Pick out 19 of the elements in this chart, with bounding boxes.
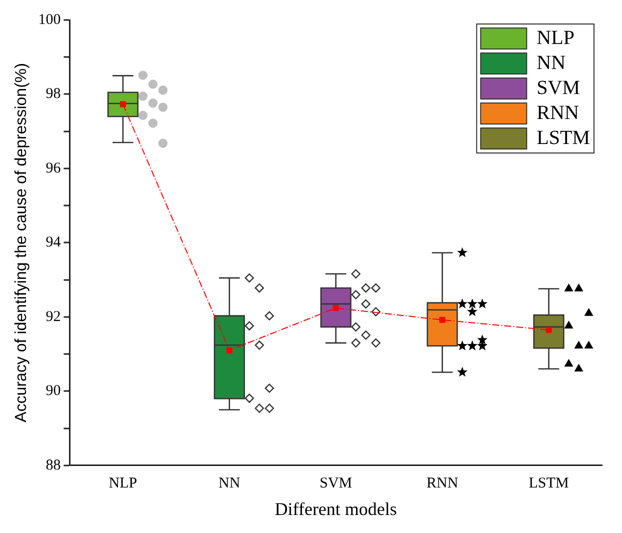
legend-label: LSTM bbox=[536, 126, 590, 149]
legend-label: NLP bbox=[536, 26, 574, 49]
y-tick-label: 98 bbox=[46, 86, 61, 102]
legend-label: SVM bbox=[536, 76, 580, 99]
legend-label: NN bbox=[536, 52, 566, 74]
x-tick-label: NN bbox=[218, 475, 240, 492]
y-tick-label: 90 bbox=[46, 383, 61, 400]
y-tick-label: 94 bbox=[46, 234, 62, 251]
legend-label: RNN bbox=[536, 102, 579, 124]
x-axis-title: Different models bbox=[274, 498, 397, 519]
x-tick-label: NLP bbox=[108, 475, 138, 492]
x-tick-label: SVM bbox=[320, 475, 352, 492]
x-tick-label: LSTM bbox=[528, 475, 569, 492]
y-axis-title: Accuracy of identifying the cause of depression(%) bbox=[13, 63, 30, 422]
y-tick-label: 92 bbox=[46, 308, 61, 325]
y-tick-label: 100 bbox=[38, 12, 61, 28]
y-tick-label: 88 bbox=[46, 457, 61, 474]
x-tick-label: RNN bbox=[426, 475, 458, 492]
y-tick-label: 96 bbox=[46, 160, 62, 176]
